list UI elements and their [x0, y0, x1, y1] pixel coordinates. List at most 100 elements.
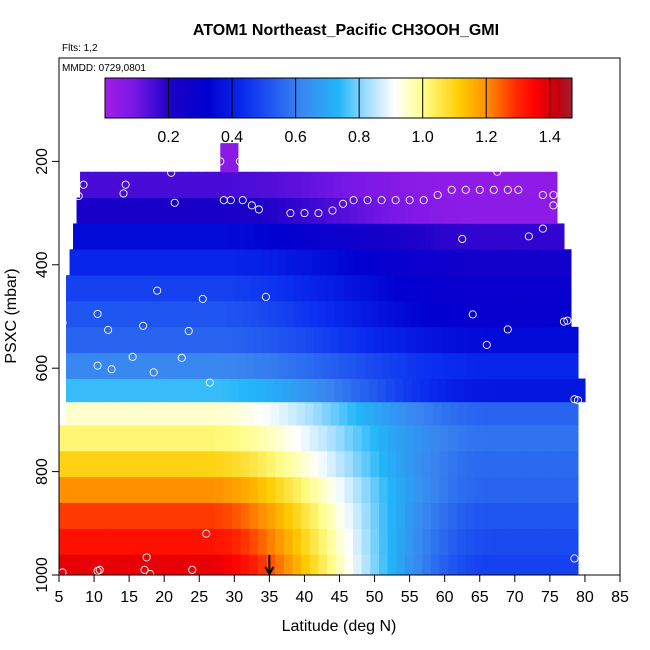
- heatmap-cell: [309, 476, 320, 504]
- x-tick-label: 5: [55, 589, 64, 606]
- heatmap-cell: [257, 502, 268, 529]
- heatmap-cell: [449, 223, 459, 250]
- heatmap-cell: [219, 249, 229, 276]
- heatmap-cell: [432, 352, 443, 379]
- observation-point: [538, 190, 547, 200]
- heatmap-cell: [370, 554, 380, 575]
- heatmap-cell: [302, 171, 312, 198]
- heatmap-cell: [161, 378, 171, 403]
- heatmap-cell: [404, 197, 414, 224]
- heatmap-cell: [465, 450, 475, 478]
- heatmap-cell: [219, 352, 229, 379]
- heatmap-cell: [84, 450, 95, 478]
- heatmap-cell: [353, 502, 363, 529]
- heatmap-cell: [59, 554, 69, 575]
- observation-point: [493, 167, 502, 176]
- heatmap-cell: [543, 352, 553, 379]
- heatmap-cell: [508, 425, 518, 452]
- colorbar-tick-label: 0.2: [157, 129, 179, 146]
- heatmap-cell: [524, 378, 534, 403]
- heatmap-cell: [192, 275, 202, 302]
- x-tick-label: 35: [260, 589, 278, 606]
- heatmap-cell: [320, 249, 330, 276]
- heatmap-cell: [193, 352, 204, 379]
- heatmap-cell: [518, 326, 528, 354]
- heatmap-cell: [171, 223, 180, 250]
- observation-point: [514, 185, 523, 194]
- heatmap-cell: [344, 554, 354, 575]
- heatmap-cell: [197, 554, 207, 575]
- heatmap-cell: [299, 378, 309, 403]
- heatmap-cell: [152, 378, 162, 403]
- heatmap-cell: [108, 197, 118, 224]
- heatmap-cell: [344, 425, 354, 452]
- heatmap-cell: [569, 450, 579, 478]
- heatmap-cell: [472, 378, 482, 403]
- heatmap-cell: [262, 352, 272, 379]
- heatmap-cell: [301, 300, 311, 328]
- heatmap-cell: [158, 275, 168, 302]
- heatmap-cell: [318, 300, 328, 328]
- heatmap-cell: [308, 197, 318, 224]
- heatmap-cell: [223, 425, 233, 452]
- heatmap-cell: [231, 450, 242, 478]
- observation-point: [153, 286, 162, 295]
- heatmap-cell: [444, 300, 454, 328]
- heatmap-cell: [209, 300, 219, 328]
- heatmap-cell: [344, 502, 354, 529]
- heatmap-cell: [361, 450, 371, 478]
- heatmap-cell: [283, 502, 294, 529]
- heatmap-cell: [151, 171, 161, 198]
- heatmap-cell: [368, 300, 378, 328]
- heatmap-cell: [517, 528, 527, 555]
- y-tick-label: 600: [34, 355, 51, 382]
- heatmap-cell: [295, 249, 305, 276]
- heatmap-cell: [335, 554, 346, 575]
- heatmap-cell: [491, 425, 501, 452]
- heatmap-cell: [257, 425, 268, 452]
- heatmap-cell: [102, 450, 112, 478]
- heatmap-cell: [301, 425, 311, 452]
- heatmap-cell: [212, 197, 222, 224]
- heatmap-cell: [394, 378, 404, 403]
- heatmap-cell: [321, 326, 332, 354]
- heatmap-cell: [261, 249, 271, 276]
- heatmap-cell: [524, 197, 534, 224]
- heatmap-cell: [421, 171, 431, 198]
- heatmap-cell: [375, 223, 385, 250]
- heatmap-cell: [370, 502, 380, 529]
- heatmap-cell: [394, 275, 404, 302]
- heatmap-cell: [176, 352, 187, 379]
- heatmap-cell: [335, 450, 346, 478]
- observation-point: [314, 209, 323, 218]
- heatmap-cell: [300, 197, 310, 224]
- heatmap-cell: [535, 352, 545, 379]
- heatmap-cell: [76, 197, 86, 224]
- heatmap-cell: [327, 528, 337, 555]
- heatmap-cell: [285, 223, 295, 250]
- observation-point: [142, 553, 151, 562]
- observation-point: [468, 310, 477, 319]
- heatmap-cell: [91, 326, 101, 354]
- heatmap-cell: [164, 197, 174, 224]
- heatmap-cell: [326, 223, 336, 250]
- heatmap-cell: [441, 401, 451, 426]
- heatmap-cell: [247, 378, 257, 403]
- heatmap-cell: [528, 300, 538, 328]
- latitude-marker-arrowhead: [264, 566, 275, 577]
- heatmap-cell: [100, 378, 110, 403]
- heatmap-cell: [270, 352, 280, 379]
- heatmap-cell: [133, 300, 143, 328]
- heatmap-cell: [533, 171, 542, 198]
- heatmap-cell: [551, 425, 562, 452]
- heatmap-cell: [437, 171, 447, 198]
- heatmap-cell: [560, 401, 570, 426]
- heatmap-cell: [325, 378, 335, 403]
- heatmap-cell: [108, 401, 118, 426]
- heatmap-cell: [202, 401, 212, 426]
- heatmap-cell: [279, 326, 289, 354]
- observation-point: [226, 196, 235, 205]
- heatmap-cell: [415, 326, 425, 354]
- heatmap-cell: [236, 249, 246, 276]
- heatmap-cell: [234, 275, 244, 302]
